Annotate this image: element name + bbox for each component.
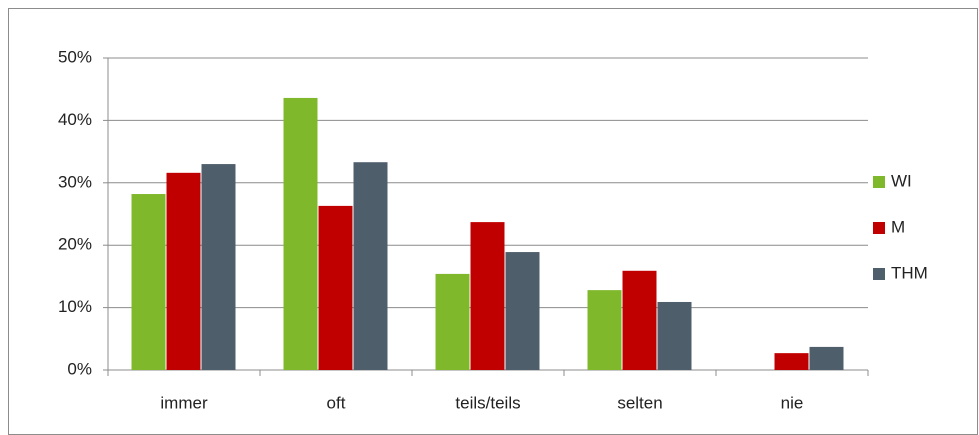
bar — [470, 222, 505, 370]
y-tick-label: 10% — [58, 297, 92, 316]
bar — [587, 290, 622, 370]
bar — [505, 252, 540, 370]
x-tick-label: immer — [160, 393, 208, 412]
legend-label: THM — [891, 263, 928, 282]
bar — [353, 162, 388, 370]
bar — [774, 353, 809, 370]
y-tick-label: 20% — [58, 235, 92, 254]
bar — [131, 194, 166, 370]
x-tick-label: nie — [781, 393, 804, 412]
bar — [435, 273, 470, 370]
legend-label: WI — [891, 171, 912, 190]
bar — [809, 346, 844, 370]
legend-swatch — [873, 222, 885, 234]
x-tick-label: selten — [617, 393, 662, 412]
bar — [622, 270, 657, 370]
y-tick-label: 30% — [58, 172, 92, 191]
bar — [318, 205, 353, 370]
y-tick-label: 50% — [58, 47, 92, 66]
legend-label: M — [891, 217, 905, 236]
legend-swatch — [873, 176, 885, 188]
y-tick-label: 40% — [58, 110, 92, 129]
x-tick-label: teils/teils — [455, 393, 520, 412]
legend-swatch — [873, 268, 885, 280]
bar — [201, 164, 236, 370]
x-tick-label: oft — [327, 393, 346, 412]
bar — [166, 172, 201, 370]
bar — [283, 97, 318, 370]
bar — [657, 301, 692, 370]
y-tick-label: 0% — [67, 359, 92, 378]
